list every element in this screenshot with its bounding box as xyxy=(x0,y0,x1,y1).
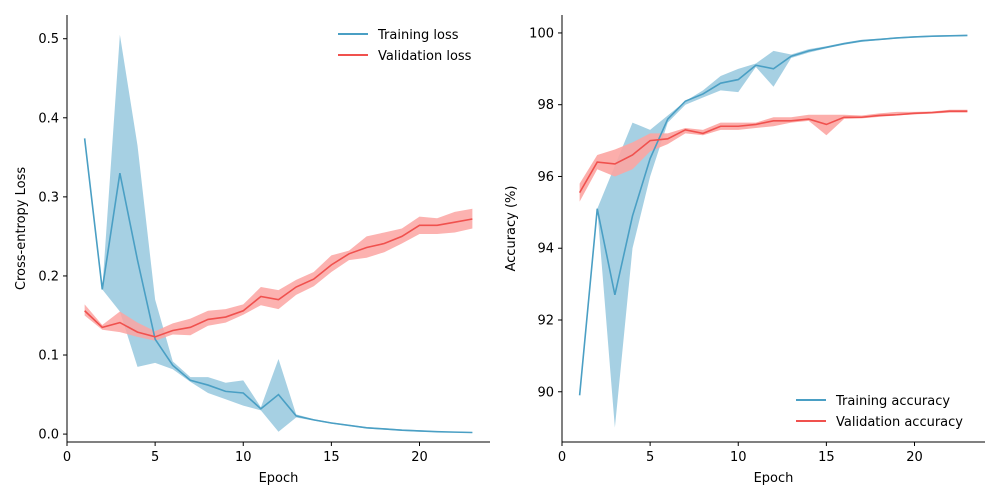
y-tick-label: 0.2 xyxy=(38,269,59,284)
x-axis-label: Epoch xyxy=(754,471,794,486)
x-tick-label: 20 xyxy=(906,450,923,465)
accuracy-chart-panel: 0 5 10 15 20 90 92 94 96 98 100 Epoch Accuracy (%) Tr… xyxy=(504,15,985,486)
series-band-1 xyxy=(579,109,968,202)
y-tick-label: 96 xyxy=(537,170,554,185)
y-axis-label: Cross-entropy Loss xyxy=(14,167,29,290)
series-line-0 xyxy=(578,34,968,396)
y-axis-label: Accuracy (%) xyxy=(504,186,519,272)
legend-label-0: Training loss xyxy=(377,28,459,43)
x-tick-label: 5 xyxy=(151,450,159,465)
y-tick-label: 0.0 xyxy=(38,428,59,443)
y-tick-label: 0.4 xyxy=(38,111,59,126)
x-tick-label: 0 xyxy=(558,450,566,465)
y-tick-label: 92 xyxy=(537,314,554,329)
series-line-1 xyxy=(84,218,473,338)
y-tick-label: 100 xyxy=(529,26,554,41)
y-tick-label: 94 xyxy=(537,242,554,257)
series-band-1 xyxy=(84,208,473,341)
x-tick-label: 0 xyxy=(63,450,71,465)
y-tick-label: 0.1 xyxy=(38,349,59,364)
series-line-0 xyxy=(83,138,473,434)
x-tick-label: 10 xyxy=(730,450,747,465)
series-band-0 xyxy=(84,34,473,433)
y-tick-label: 98 xyxy=(537,98,554,113)
legend: Training accuracy Validation accuracy xyxy=(796,394,963,430)
x-axis-label: Epoch xyxy=(259,471,299,486)
legend-label-1: Validation accuracy xyxy=(836,415,963,430)
loss-chart-panel: 0 5 10 15 20 0.0 0.1 0.2 0.3 0.4 0.5 Epoch Cross-ent… xyxy=(14,15,490,486)
legend-label-0: Training accuracy xyxy=(835,394,950,409)
y-tick-label: 0.3 xyxy=(38,190,59,205)
x-tick-label: 15 xyxy=(323,450,340,465)
x-tick-label: 10 xyxy=(235,450,252,465)
legend-label-1: Validation loss xyxy=(378,49,472,64)
series-line-1 xyxy=(578,110,968,194)
x-tick-label: 20 xyxy=(411,450,428,465)
x-tick-label: 5 xyxy=(646,450,654,465)
y-tick-label: 90 xyxy=(537,385,554,400)
x-tick-label: 15 xyxy=(818,450,835,465)
y-tick-label: 0.5 xyxy=(38,32,59,47)
legend: Training loss Validation loss xyxy=(338,28,472,64)
series-band-0 xyxy=(579,34,968,428)
